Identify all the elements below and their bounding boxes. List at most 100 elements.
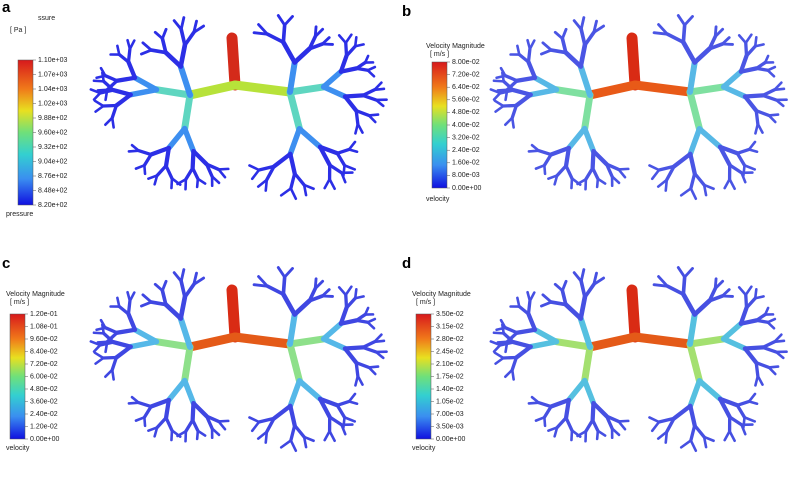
- vessel: [111, 87, 133, 97]
- vessel: [526, 47, 532, 64]
- vessel: [307, 294, 325, 303]
- vessel: [179, 268, 186, 283]
- vessel: [141, 293, 153, 304]
- legend-footer: velocity: [412, 445, 436, 452]
- vessel: [163, 145, 171, 168]
- colorbar-tick-label: 1.40e-02: [436, 386, 464, 393]
- vessel: [527, 338, 560, 350]
- vessel: [648, 416, 661, 424]
- vessel: [320, 84, 348, 100]
- vessel: [547, 174, 559, 180]
- vessel: [92, 343, 102, 353]
- colorbar-tick-label: 7.00e-03: [436, 411, 464, 418]
- vessel: [271, 403, 293, 421]
- vessel: [265, 284, 286, 297]
- vessel: [257, 416, 276, 424]
- vessel: [302, 183, 315, 191]
- colorbar: [17, 59, 34, 206]
- vessel: [570, 177, 574, 190]
- legend-footer: velocity: [426, 196, 450, 203]
- vessel: [492, 91, 502, 101]
- vessel: [302, 183, 308, 197]
- vessel: [683, 267, 694, 279]
- vessel: [495, 326, 507, 332]
- vessel: [160, 27, 168, 41]
- vessel: [735, 147, 751, 155]
- vessel: [753, 295, 765, 300]
- vessel: [373, 87, 386, 92]
- vessel: [493, 351, 505, 360]
- vessel: [276, 14, 287, 27]
- vessel: [692, 298, 712, 317]
- vessel: [361, 93, 378, 102]
- panel: a ssure [ Pa ] 1.10e+03 1.07e+03 1.04e+03 1.02…: [2, 0, 388, 218]
- vessel: [504, 340, 509, 354]
- vessel: [92, 331, 105, 335]
- vessel: [527, 86, 560, 98]
- vessel: [510, 116, 515, 129]
- panel: d Velocity Magnitude[ m/s ]3.50e-02 3.15e-…: [402, 255, 788, 453]
- vessel: [183, 282, 196, 299]
- vessel: [686, 340, 703, 385]
- vessel: [494, 104, 505, 113]
- vessel: [743, 164, 757, 171]
- vessel: [541, 41, 553, 52]
- vessel: [137, 149, 153, 157]
- vessel: [744, 296, 757, 310]
- vessel: [114, 92, 133, 108]
- vessel: [510, 355, 519, 372]
- vessel: [652, 283, 669, 288]
- vessel: [581, 125, 597, 154]
- vessel: [505, 331, 519, 344]
- vessel: [747, 140, 757, 151]
- vessel: [102, 331, 115, 344]
- vessel: [143, 164, 147, 176]
- vessel: [657, 416, 676, 424]
- vessel: [373, 339, 386, 344]
- vessel: [595, 177, 600, 189]
- vessel: [492, 79, 505, 83]
- vessel: [287, 378, 303, 409]
- vessel: [563, 302, 584, 321]
- vessel: [338, 318, 359, 326]
- colorbar-tick-label: 8.40e-02: [30, 348, 58, 355]
- vessel: [183, 30, 196, 47]
- vessel: [163, 397, 171, 420]
- vessel: [526, 59, 538, 80]
- vessel: [526, 299, 532, 316]
- vessel: [257, 275, 269, 288]
- vessel: [148, 145, 171, 157]
- vessel: [665, 32, 686, 45]
- vessel: [361, 345, 378, 354]
- vessel: [195, 429, 200, 441]
- vessel: [105, 79, 119, 92]
- vessel: [265, 32, 286, 45]
- vessel: [514, 75, 538, 83]
- vessel: [139, 48, 153, 56]
- vessel: [504, 88, 509, 102]
- vessel: [328, 177, 336, 191]
- vessel: [581, 377, 597, 406]
- vessel: [735, 403, 747, 420]
- vessel: [179, 27, 187, 47]
- vessel: [354, 361, 371, 370]
- vessel: [679, 439, 693, 449]
- vessel: [93, 351, 105, 360]
- vessel: [501, 355, 519, 360]
- legend-title: Velocity Magnitude: [412, 291, 471, 298]
- vessel: [114, 344, 133, 360]
- vessel: [604, 414, 614, 431]
- vessel: [252, 283, 269, 288]
- colorbar-tick-label: 8.00e-03: [452, 172, 480, 179]
- vessel: [104, 368, 114, 379]
- vessel: [286, 88, 303, 133]
- vessel: [132, 327, 160, 345]
- vessel: [630, 332, 695, 349]
- colorbar: [9, 313, 26, 440]
- vessel: [686, 335, 728, 348]
- vessel: [116, 296, 121, 308]
- panel-label: b: [402, 3, 411, 20]
- vessel: [754, 374, 760, 387]
- vessel: [289, 187, 298, 201]
- vessel: [307, 42, 325, 51]
